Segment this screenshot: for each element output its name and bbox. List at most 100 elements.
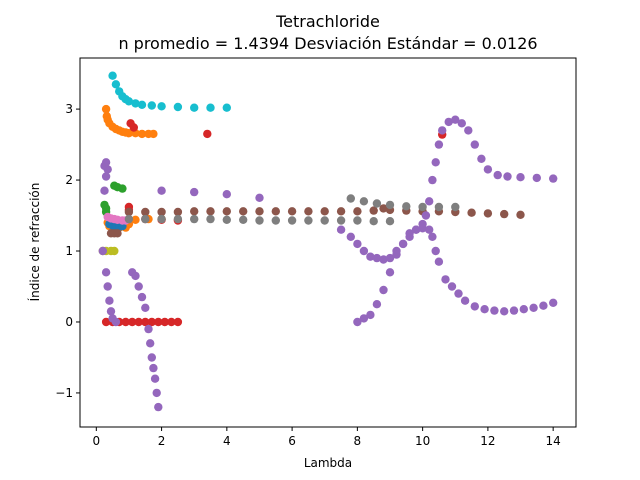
data-point <box>287 207 297 216</box>
data-point <box>477 154 486 163</box>
data-point <box>425 225 434 234</box>
data-point <box>441 275 450 284</box>
data-point <box>239 207 248 216</box>
data-point <box>336 216 346 225</box>
data-point <box>110 246 119 256</box>
data-point <box>500 209 509 219</box>
data-point <box>131 215 140 224</box>
data-point <box>137 100 147 110</box>
data-point <box>366 252 375 261</box>
data-point <box>106 307 116 316</box>
data-point <box>167 317 176 327</box>
data-point <box>509 306 519 315</box>
data-point <box>255 216 264 225</box>
data-point <box>271 207 280 216</box>
data-point <box>392 250 401 259</box>
data-point <box>346 194 355 203</box>
data-point <box>173 102 183 112</box>
data-point <box>134 317 143 327</box>
data-point <box>157 214 166 224</box>
data-point <box>549 298 558 307</box>
x-tick-label: 8 <box>354 434 362 448</box>
data-point <box>103 282 112 291</box>
data-point <box>369 206 378 215</box>
data-point <box>434 257 444 266</box>
data-point <box>385 217 395 226</box>
data-point <box>101 317 111 327</box>
x-tick-label: 14 <box>546 434 561 448</box>
data-point <box>141 303 150 312</box>
data-point <box>385 200 395 210</box>
data-point <box>141 207 150 217</box>
data-point <box>549 174 558 183</box>
chart-subtitle: n promedio = 1.4394 Desviación Estándar … <box>118 34 537 53</box>
data-point <box>434 140 444 149</box>
data-point <box>149 363 158 373</box>
data-point <box>451 202 460 212</box>
data-point <box>372 199 382 208</box>
data-point <box>421 211 431 220</box>
data-point <box>255 193 264 202</box>
data-point <box>100 186 109 195</box>
data-point <box>411 225 421 234</box>
data-point <box>101 268 111 277</box>
data-point <box>190 187 199 197</box>
plot-area <box>98 71 558 412</box>
data-point <box>304 207 313 216</box>
data-point <box>379 285 388 295</box>
data-point <box>304 216 313 225</box>
data-point <box>124 207 134 217</box>
data-point <box>418 224 427 233</box>
data-point <box>149 129 158 139</box>
data-point <box>222 190 231 199</box>
data-point <box>190 214 199 224</box>
data-point <box>141 214 150 224</box>
series-9 <box>98 115 558 412</box>
x-tick-label: 10 <box>415 434 430 448</box>
data-point <box>137 292 147 302</box>
data-point <box>173 214 183 224</box>
data-point <box>157 102 166 111</box>
data-point <box>353 216 362 225</box>
data-point <box>369 217 378 226</box>
data-point <box>131 99 140 108</box>
series-3 <box>100 181 127 217</box>
plot-frame <box>79 57 577 428</box>
data-point <box>372 253 382 263</box>
data-point <box>108 71 117 80</box>
data-point <box>222 103 231 112</box>
data-point <box>346 232 355 241</box>
data-point <box>353 207 362 216</box>
data-point <box>239 215 248 224</box>
data-point <box>124 129 134 138</box>
data-point <box>147 101 156 110</box>
data-point <box>503 172 512 181</box>
chart-title: Tetrachloride <box>275 12 380 31</box>
data-point <box>287 216 297 225</box>
x-tick-label: 6 <box>288 434 296 448</box>
data-point <box>141 317 150 327</box>
data-point <box>105 296 114 305</box>
data-point <box>124 97 134 106</box>
data-point <box>336 207 346 216</box>
data-point <box>144 324 153 334</box>
data-point <box>222 215 231 224</box>
series-0 <box>108 71 231 112</box>
data-point <box>113 229 122 238</box>
data-point <box>425 197 434 206</box>
data-point <box>128 317 137 327</box>
data-point <box>457 119 466 128</box>
data-point <box>131 271 140 281</box>
data-point <box>529 303 538 312</box>
data-point <box>203 129 212 139</box>
data-point <box>353 317 362 327</box>
data-point <box>460 296 470 305</box>
data-point <box>101 158 111 167</box>
data-point <box>134 282 143 291</box>
data-point <box>444 117 453 127</box>
data-point <box>173 207 183 217</box>
data-point <box>532 173 541 183</box>
data-point <box>98 246 108 256</box>
